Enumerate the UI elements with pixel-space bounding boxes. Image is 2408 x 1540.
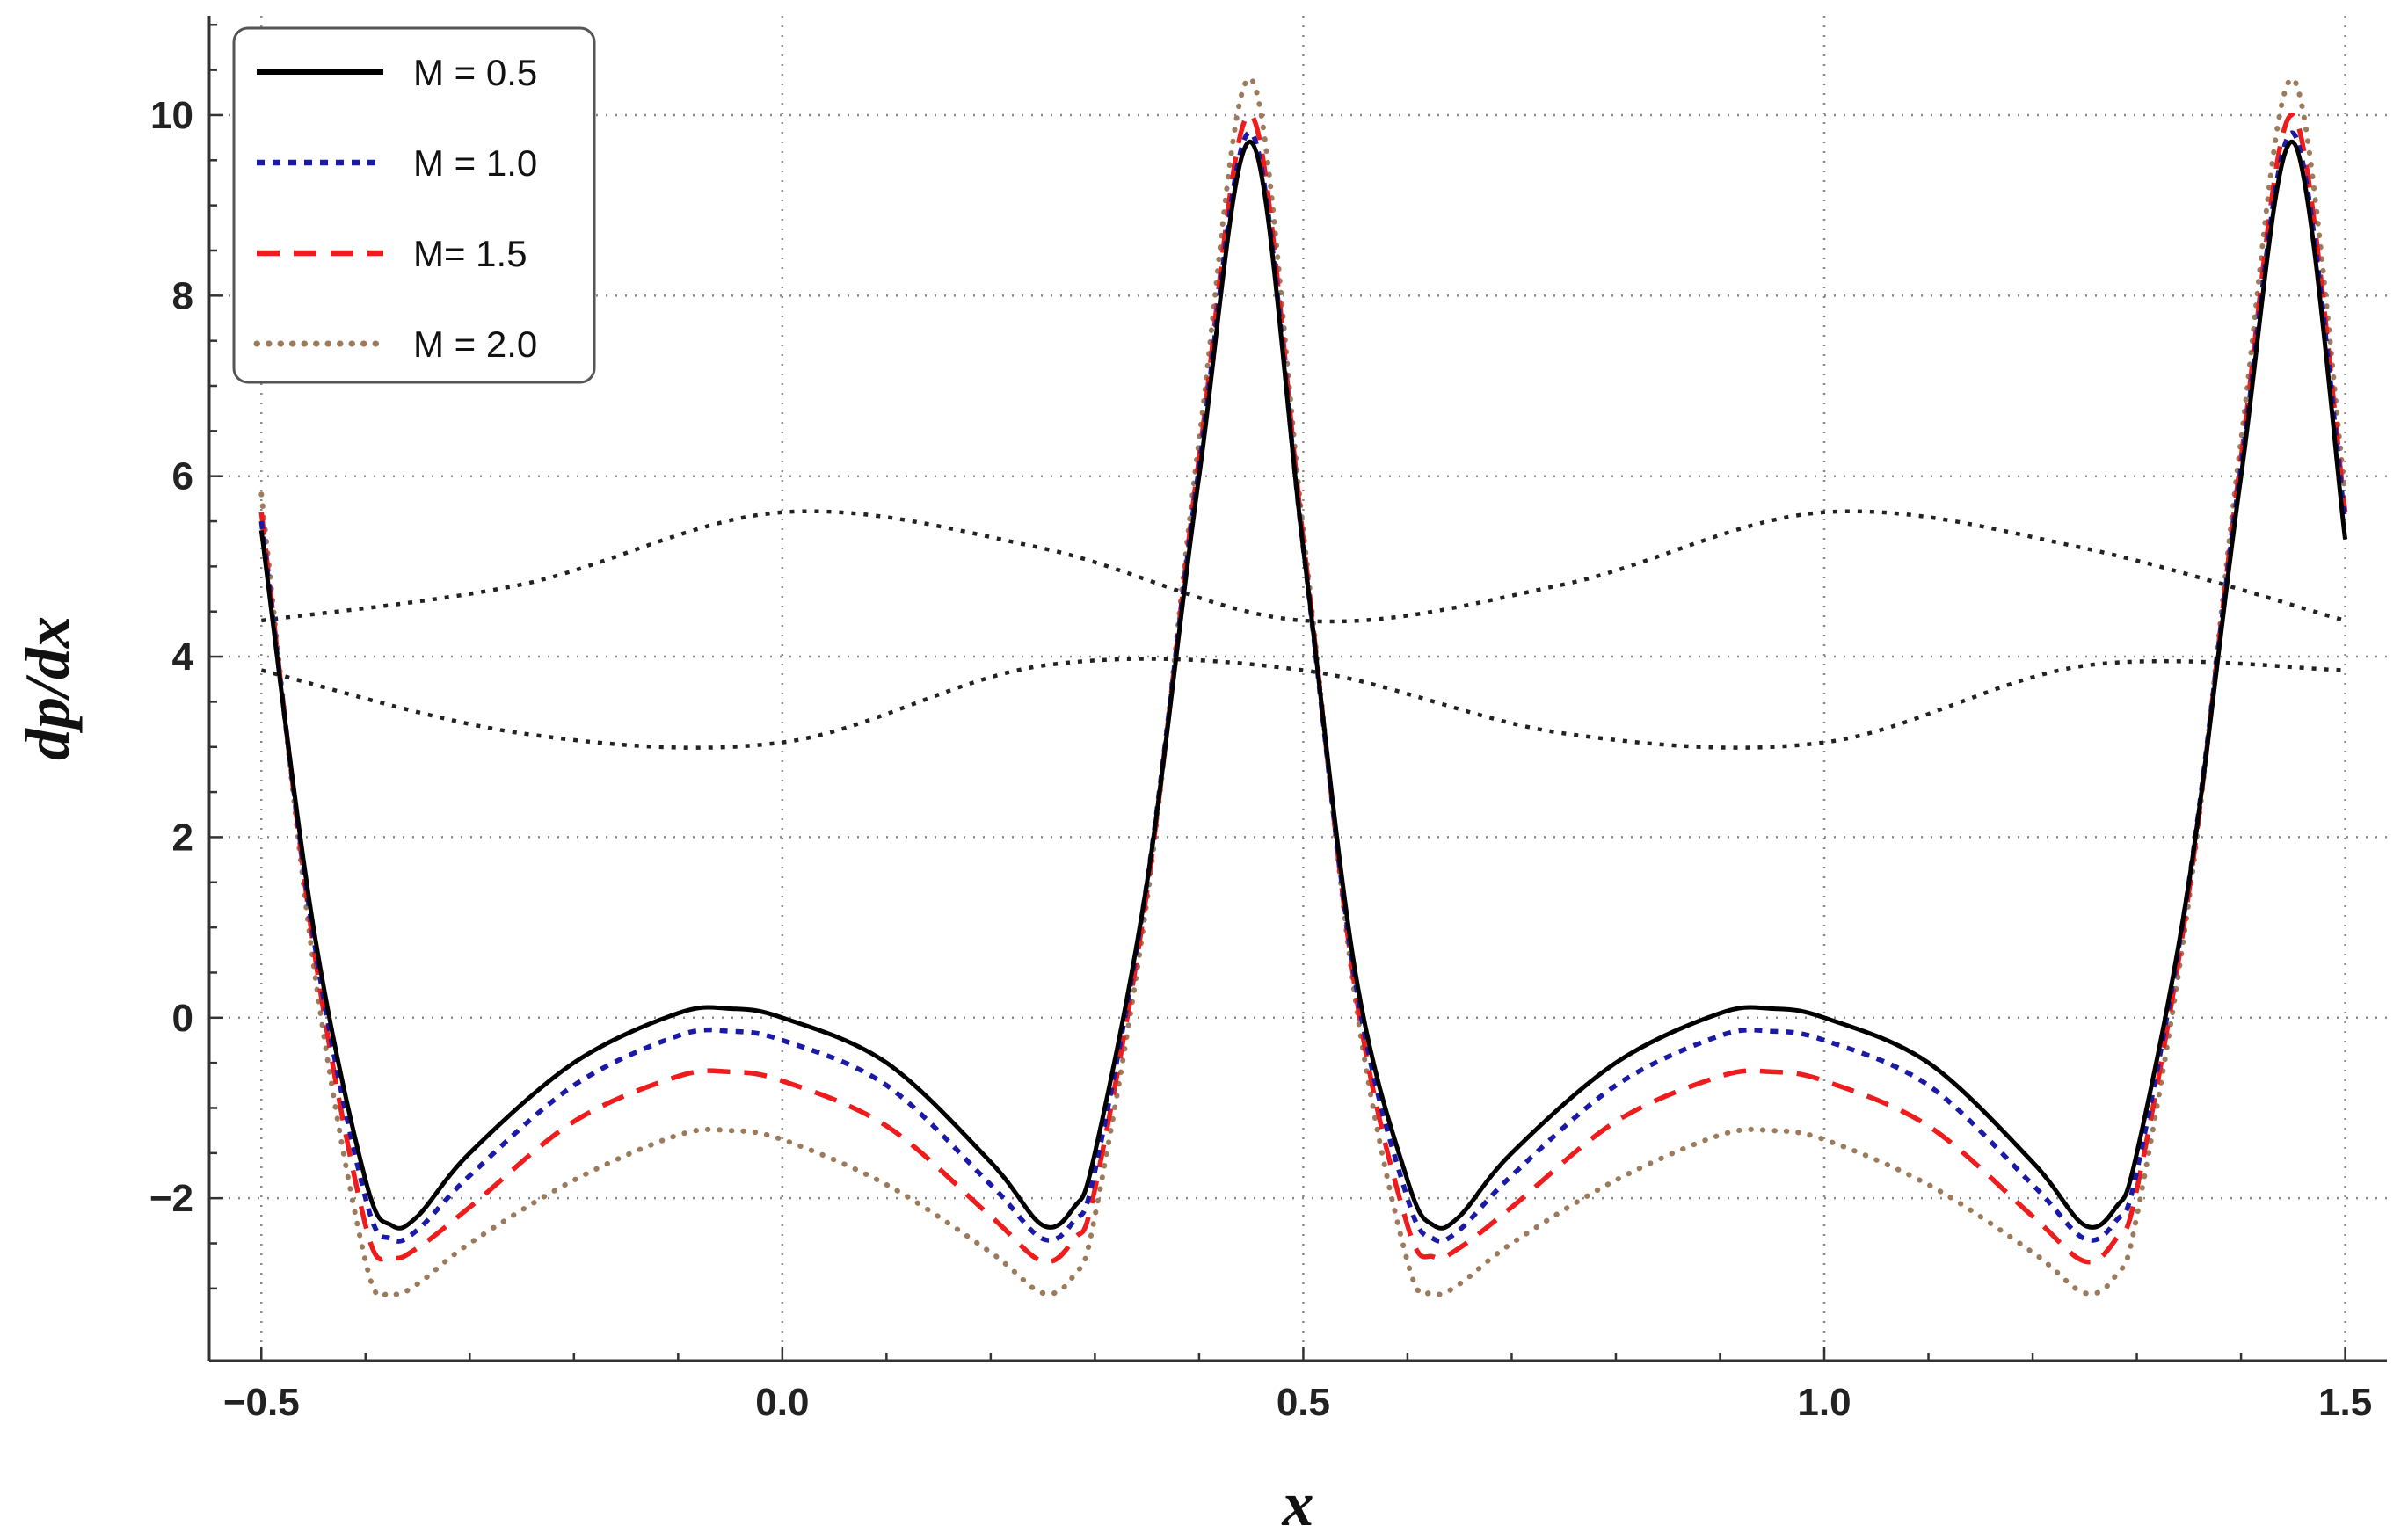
x-tick-label: 1.5: [2318, 1381, 2372, 1424]
legend-label-2: M = 1.0: [413, 142, 537, 184]
legend-label-4: M = 2.0: [413, 323, 537, 365]
annotation-curve-upper-wall: [260, 509, 2346, 624]
legend: M = 0.5 M = 1.0 M= 1.5 M = 2.0: [232, 26, 596, 384]
x-tick-label: −0.5: [223, 1381, 300, 1424]
y-tick-label: 4: [172, 636, 194, 679]
y-tick-label: 10: [150, 94, 193, 137]
y-tick-label: 2: [172, 816, 193, 859]
data-series: [258, 76, 2348, 1299]
x-tick-label: 0.0: [755, 1381, 809, 1424]
y-axis-title: dp/dx: [12, 616, 83, 760]
tick-labels: −0.5 0.0 0.5 1.0 1.5 −2 0 2 4 6 8 10: [149, 94, 2372, 1424]
y-tick-label: 8: [172, 274, 193, 317]
y-tick-label: 0: [172, 997, 193, 1040]
legend-box: [232, 26, 596, 384]
y-tick-label: 6: [172, 455, 193, 498]
legend-label-3: M= 1.5: [413, 233, 527, 274]
series-line-1: [258, 140, 2348, 1231]
legend-label-1: M = 0.5: [413, 52, 537, 93]
annotation-curves: [260, 509, 2346, 750]
y-tick-label: −2: [149, 1177, 193, 1220]
axes: [207, 16, 2387, 1362]
x-tick-label: 0.5: [1277, 1381, 1330, 1424]
x-tick-label: 1.0: [1797, 1381, 1851, 1424]
x-axis-title: x: [1282, 1469, 1314, 1539]
